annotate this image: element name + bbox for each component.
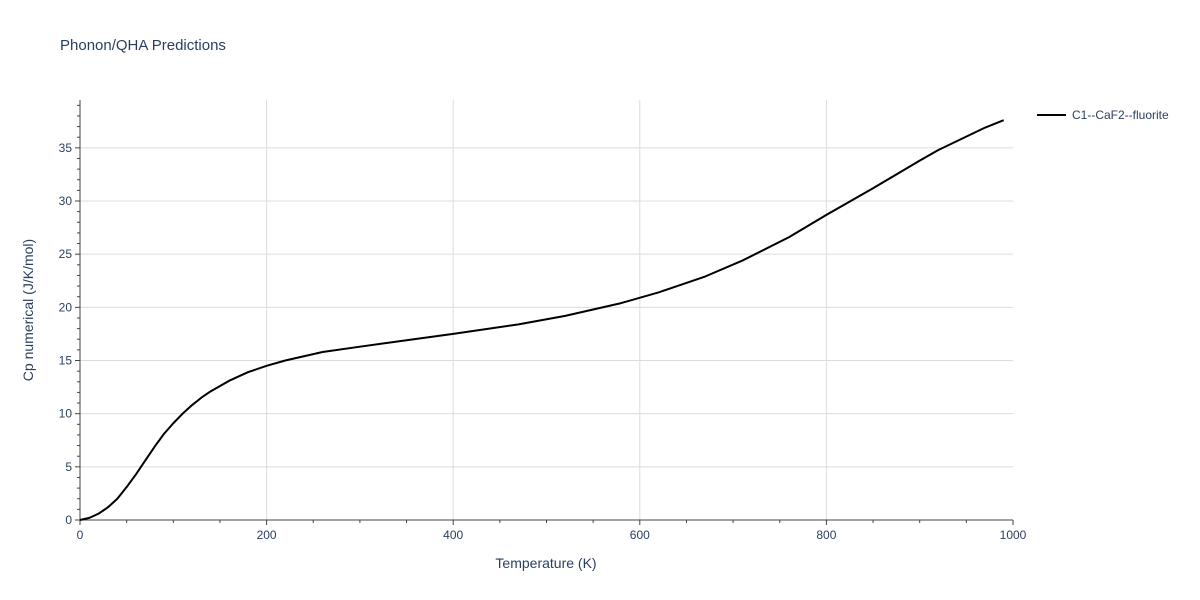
plot-area[interactable] bbox=[79, 119, 1005, 521]
x-tick-label: 800 bbox=[816, 528, 836, 542]
x-tick-label: 0 bbox=[77, 528, 84, 542]
y-tick-label: 20 bbox=[59, 300, 73, 314]
legend-label[interactable]: C1--CaF2--fluorite bbox=[1072, 108, 1169, 122]
series-line[interactable] bbox=[79, 119, 1005, 521]
grid-lines bbox=[80, 100, 1013, 520]
y-tick-label: 10 bbox=[59, 407, 73, 421]
x-tick-label: 1000 bbox=[1000, 528, 1027, 542]
x-axis-title: Temperature (K) bbox=[495, 555, 596, 571]
y-tick-label: 30 bbox=[59, 194, 73, 208]
y-tick-label: 0 bbox=[65, 513, 72, 527]
y-tick-label: 25 bbox=[59, 247, 73, 261]
axes: 0 200 400 600 800 1000 0 5 10 15 20 25 30 35 bbox=[59, 100, 1027, 542]
y-tick-label: 15 bbox=[59, 354, 73, 368]
legend[interactable]: C1--CaF2--fluorite bbox=[1037, 108, 1169, 122]
x-tick-label: 200 bbox=[257, 528, 277, 542]
y-axis-title: Cp numerical (J/K/mol) bbox=[20, 239, 36, 381]
y-tick-label: 5 bbox=[65, 460, 72, 474]
x-tick-label: 600 bbox=[630, 528, 650, 542]
y-tick-label: 35 bbox=[59, 141, 73, 155]
x-tick-label: 400 bbox=[443, 528, 463, 542]
chart-title: Phonon/QHA Predictions bbox=[60, 37, 226, 54]
